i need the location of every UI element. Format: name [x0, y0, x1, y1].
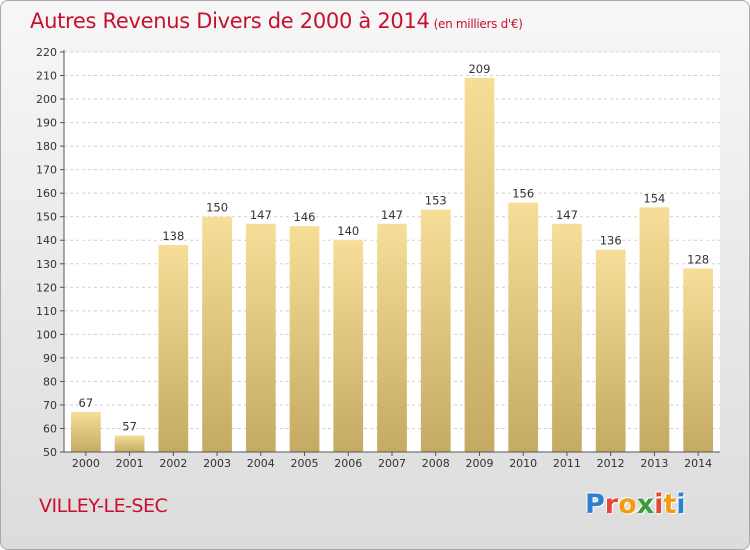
- bar-value-label: 209: [468, 62, 490, 76]
- logo-letter: i: [676, 489, 686, 520]
- y-tick-label: 210: [36, 70, 57, 83]
- bar-value-label: 147: [250, 208, 272, 222]
- bar-value-label: 150: [206, 201, 228, 215]
- x-tick-label: 2001: [116, 457, 144, 470]
- x-tick-label: 2008: [422, 457, 450, 470]
- bar-value-label: 147: [556, 208, 578, 222]
- logo-letter: r: [604, 489, 619, 520]
- bar-value-label: 147: [381, 208, 403, 222]
- chart-subtitle: (en milliers d'€): [433, 17, 523, 31]
- bar-2010: [508, 202, 539, 452]
- bar-value-label: 156: [512, 187, 534, 201]
- x-tick-label: 2012: [597, 457, 625, 470]
- bar-value-label: 140: [337, 224, 359, 238]
- bar-2014: [683, 268, 714, 452]
- bar-2008: [420, 209, 451, 452]
- bar-2004: [245, 223, 276, 452]
- y-tick-label: 150: [36, 211, 57, 224]
- x-tick-label: 2003: [203, 457, 231, 470]
- y-tick-label: 220: [36, 46, 57, 59]
- bar-2001: [114, 435, 145, 452]
- y-tick-label: 170: [36, 164, 57, 177]
- place-name: VILLEY-LE-SEC: [39, 495, 168, 517]
- bar-2011: [552, 223, 582, 452]
- logo-letter: o: [618, 489, 637, 520]
- y-tick-label: 140: [36, 234, 57, 247]
- y-tick-label: 200: [36, 93, 57, 106]
- y-tick-label: 110: [36, 305, 57, 318]
- x-tick-label: 2013: [640, 457, 668, 470]
- bar-value-label: 153: [425, 194, 447, 208]
- bar-2005: [289, 226, 320, 452]
- x-tick-label: 2000: [72, 457, 100, 470]
- bar-2003: [202, 216, 232, 452]
- bar-value-label: 154: [643, 191, 665, 205]
- logo-letter: P: [585, 489, 605, 520]
- y-tick-label: 60: [43, 422, 57, 435]
- x-tick-label: 2006: [334, 457, 362, 470]
- y-tick-label: 130: [36, 258, 57, 271]
- x-tick-label: 2005: [291, 457, 319, 470]
- y-tick-label: 180: [36, 140, 57, 153]
- x-tick-label: 2010: [509, 457, 537, 470]
- y-tick-label: 160: [36, 187, 57, 200]
- y-tick-label: 90: [43, 352, 57, 365]
- chart-title: Autres Revenus Divers de 2000 à 2014 (en …: [30, 9, 523, 33]
- x-tick-label: 2002: [159, 457, 187, 470]
- bar-2000: [70, 412, 101, 452]
- bar-value-label: 138: [162, 229, 184, 243]
- bar-2002: [158, 244, 189, 452]
- bar-2012: [595, 249, 626, 452]
- y-tick-label: 100: [36, 328, 57, 341]
- bar-2009: [464, 77, 495, 452]
- y-tick-label: 70: [43, 399, 57, 412]
- x-tick-label: 2004: [247, 457, 275, 470]
- bar-value-label: 136: [600, 234, 622, 248]
- bar-value-label: 67: [79, 396, 94, 410]
- bar-2013: [639, 207, 670, 452]
- logo-letter: i: [654, 489, 664, 520]
- x-tick-label: 2009: [465, 457, 493, 470]
- bar-2007: [377, 223, 407, 452]
- bar-value-label: 146: [294, 210, 316, 224]
- x-tick-label: 2014: [684, 457, 712, 470]
- bar-value-label: 57: [122, 420, 137, 434]
- proxiti-logo: Proxiti: [585, 489, 686, 520]
- y-tick-label: 120: [36, 281, 57, 294]
- y-tick-label: 80: [43, 375, 57, 388]
- y-tick-label: 50: [43, 446, 57, 459]
- logo-letter: t: [663, 489, 677, 520]
- bar-2006: [333, 240, 364, 452]
- logo-letter: x: [636, 489, 655, 520]
- bar-value-label: 128: [687, 252, 709, 266]
- x-tick-label: 2011: [553, 457, 581, 470]
- y-tick-label: 190: [36, 117, 57, 130]
- x-tick-label: 2007: [378, 457, 406, 470]
